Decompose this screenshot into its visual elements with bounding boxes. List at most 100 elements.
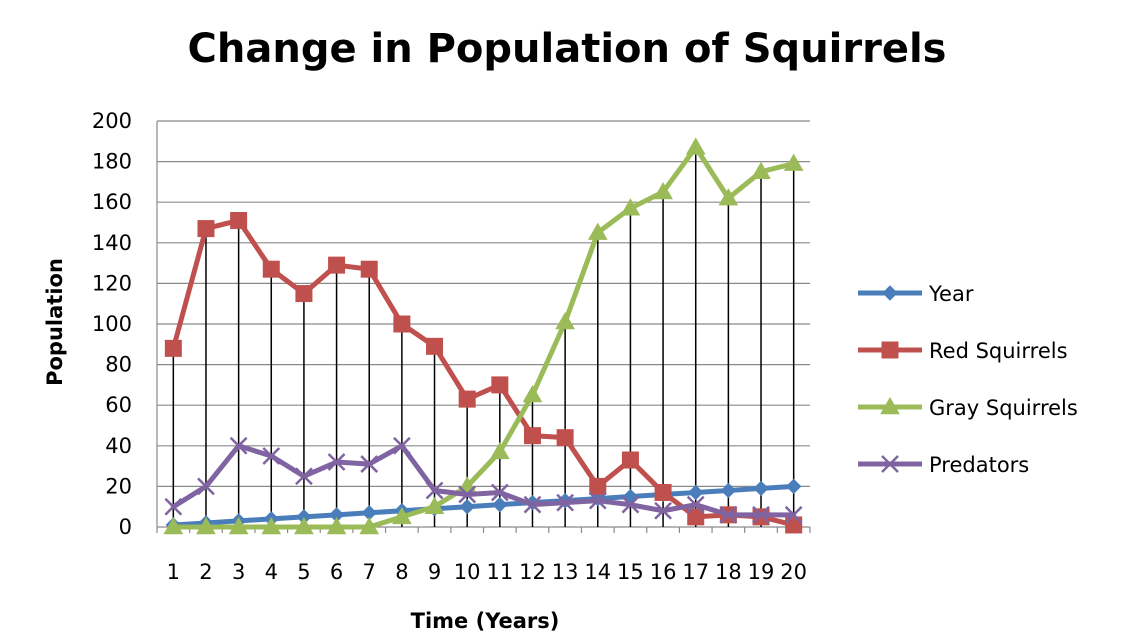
y-tick-label: 160 <box>92 190 132 214</box>
x-tick-label: 1 <box>167 560 180 584</box>
data-point-red-squirrels <box>262 260 280 278</box>
data-point-red-squirrels <box>164 339 182 357</box>
x-tick-label: 11 <box>486 560 513 584</box>
data-point-predators <box>686 495 705 514</box>
x-tick-label: 14 <box>584 560 611 584</box>
data-point-predators <box>360 455 379 473</box>
y-tick-label: 200 <box>92 109 132 133</box>
data-point-red-squirrels <box>328 256 346 274</box>
data-point-predators <box>458 485 477 504</box>
x-tick-label: 10 <box>454 560 481 584</box>
data-point-predators <box>621 495 640 514</box>
x-tick-label: 12 <box>519 560 546 584</box>
data-point-red-squirrels <box>654 483 672 501</box>
data-point-gray-squirrels <box>424 496 445 514</box>
x-tick-label: 4 <box>265 560 278 584</box>
data-point-gray-squirrels <box>522 385 543 403</box>
data-point-red-squirrels <box>556 429 574 447</box>
data-point-gray-squirrels <box>653 182 673 200</box>
x-tick-label: 9 <box>428 560 441 584</box>
data-point-gray-squirrels <box>783 153 804 171</box>
legend-label: Year <box>928 282 974 306</box>
data-point-red-squirrels <box>393 315 411 333</box>
data-point-predators <box>197 477 215 496</box>
x-tick-label: 18 <box>715 560 742 584</box>
data-point-gray-squirrels <box>620 198 641 216</box>
x-tick-label: 2 <box>199 560 212 584</box>
legend-label: Predators <box>929 453 1029 477</box>
data-point-predators <box>425 481 444 500</box>
data-point-red-squirrels <box>491 376 509 394</box>
data-point-predators <box>262 447 281 465</box>
data-point-predators <box>752 505 770 524</box>
data-point-predators <box>490 483 509 502</box>
data-point-gray-squirrels <box>489 441 510 460</box>
data-point-gray-squirrels <box>196 516 216 535</box>
data-point-red-squirrels <box>523 427 541 445</box>
data-point-red-squirrels <box>197 220 215 238</box>
data-point-red-squirrels <box>360 260 378 278</box>
data-point-year <box>753 480 769 497</box>
data-point-gray-squirrels <box>228 516 249 535</box>
legend: Year Red Squirrels Gray Squirrels Predators <box>858 282 1078 477</box>
x-tick-label: 20 <box>780 560 807 584</box>
data-point-gray-squirrels <box>751 161 771 179</box>
x-tick-label: 17 <box>682 560 709 584</box>
data-point-year <box>459 498 475 515</box>
series-line-gray-squirrels <box>170 144 797 530</box>
x-tick-label: 6 <box>330 560 343 584</box>
x-tick-label: 16 <box>650 560 677 584</box>
data-point-year <box>492 496 508 513</box>
data-point-gray-squirrels <box>359 516 380 535</box>
x-axis-label: Time (Years) <box>411 609 560 633</box>
data-point-predators <box>164 497 183 516</box>
y-tick-label: 80 <box>105 353 132 377</box>
y-tick-label: 40 <box>105 434 132 458</box>
legend-swatch-marker <box>881 341 899 359</box>
data-point-predators <box>327 453 346 471</box>
data-point-gray-squirrels <box>555 311 575 330</box>
x-tick-label: 3 <box>232 560 245 584</box>
data-point-gray-squirrels <box>163 516 184 535</box>
data-point-gray-squirrels <box>294 516 314 535</box>
data-point-red-squirrels <box>295 285 313 303</box>
data-point-predators <box>556 493 575 512</box>
data-point-red-squirrels <box>621 451 639 469</box>
data-point-predators <box>588 491 607 510</box>
legend-item-gray-squirrels: Gray Squirrels <box>858 396 1078 420</box>
legend-item-predators: Predators <box>858 453 1029 477</box>
data-point-gray-squirrels <box>718 188 739 206</box>
data-point-red-squirrels <box>426 337 444 355</box>
data-point-predators <box>523 495 542 514</box>
data-point-red-squirrels <box>687 508 705 526</box>
data-point-predators <box>229 436 248 455</box>
data-point-predators <box>654 501 672 520</box>
data-point-gray-squirrels <box>392 506 412 525</box>
legend-swatch-marker <box>882 285 898 301</box>
y-tick-label: 20 <box>105 474 132 498</box>
data-point-red-squirrels <box>458 390 476 408</box>
data-point-predators <box>295 467 313 486</box>
x-tick-label: 15 <box>617 560 644 584</box>
y-tick-label: 180 <box>92 150 132 174</box>
data-point-red-squirrels <box>589 477 607 495</box>
legend-label: Red Squirrels <box>929 339 1068 363</box>
x-tick-label: 7 <box>363 560 376 584</box>
x-tick-label: 19 <box>748 560 775 584</box>
data-point-gray-squirrels <box>326 516 347 535</box>
legend-item-year: Year <box>858 282 974 306</box>
y-tick-label: 140 <box>92 231 132 255</box>
chart-title: Change in Population of Squirrels <box>188 26 947 72</box>
legend-swatch-marker <box>880 396 900 415</box>
data-point-predators <box>784 505 803 524</box>
legend-swatch-marker <box>881 455 899 473</box>
y-tick-label: 0 <box>119 515 132 539</box>
data-point-gray-squirrels <box>587 222 608 240</box>
data-point-gray-squirrels <box>261 516 282 535</box>
data-point-year <box>720 482 737 499</box>
legend-label: Gray Squirrels <box>929 396 1078 420</box>
y-tick-label: 120 <box>92 271 132 295</box>
y-tick-label: 60 <box>105 393 132 417</box>
